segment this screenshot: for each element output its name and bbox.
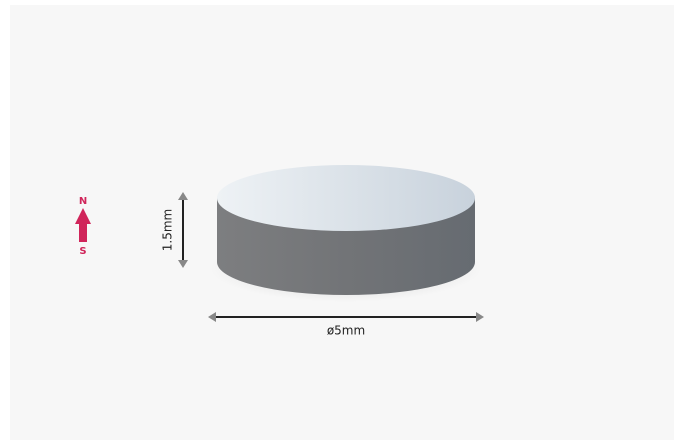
north-label: N — [79, 196, 87, 207]
polarity-arrow — [75, 208, 91, 242]
diameter-label: ø5mm — [327, 324, 365, 338]
height-dimension — [178, 192, 188, 268]
south-label: S — [79, 246, 86, 257]
diameter-dimension — [208, 312, 484, 322]
height-label: 1.5mm — [161, 209, 175, 251]
magnet-top — [217, 165, 475, 231]
